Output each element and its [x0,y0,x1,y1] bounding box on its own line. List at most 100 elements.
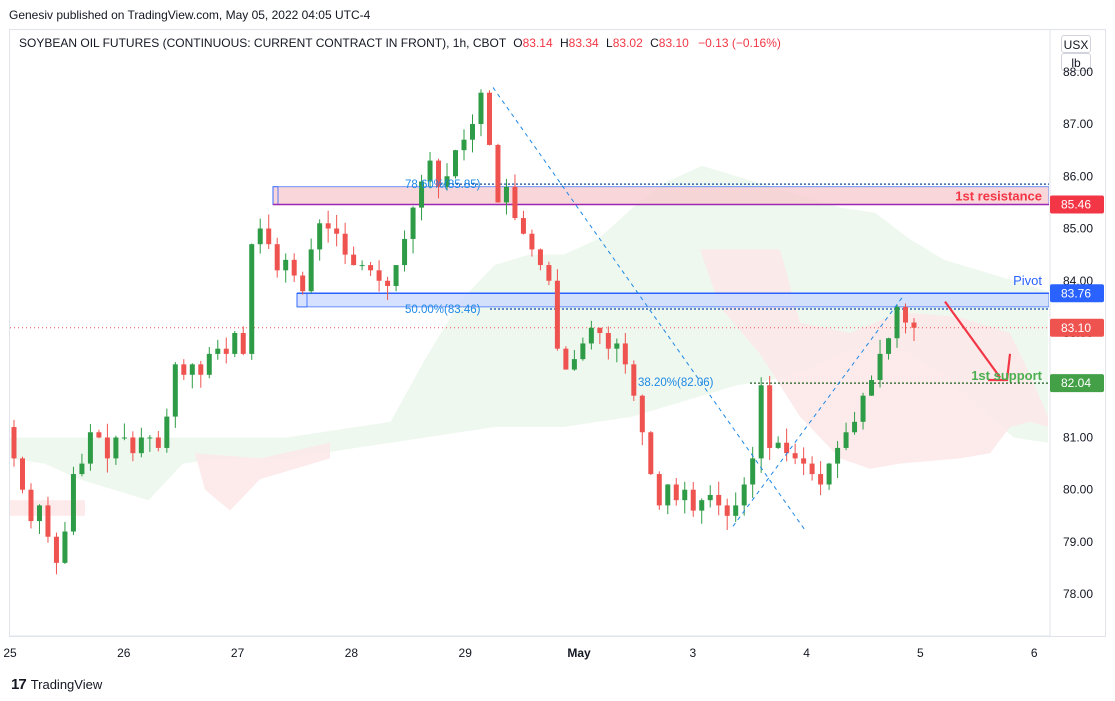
candle-body [444,176,450,187]
candle-body [138,437,144,454]
candle-body [223,348,229,354]
support-price-tag-text: 82.04 [1061,376,1091,390]
candle-body [911,322,917,328]
candle-body [741,484,747,506]
resistance-price-tag [1050,195,1104,214]
resistance-zone [272,186,1049,205]
candle-body [665,484,671,506]
tradingview-logo[interactable]: 17 TradingView [11,676,102,693]
candle-body [436,160,442,187]
candle-body [801,458,807,464]
candle-body [325,223,331,229]
candle-body [818,474,824,485]
time-tick-label: May [567,646,591,660]
candle-body [334,228,340,234]
candle-body [461,139,467,151]
support-label: 1st support [971,368,1042,383]
candle-body [317,223,323,250]
candle-body [512,186,518,219]
time-tick-label: 29 [459,646,473,660]
support-price-tag [1050,374,1104,393]
price-tick-label: 79.00 [1063,535,1093,549]
candle-body [699,500,705,511]
candle-body [571,359,577,370]
low-label: L [606,36,613,50]
candle-body [724,505,730,516]
candle-body [826,463,832,485]
candle-body [283,259,289,271]
candle-body [419,181,425,208]
currency-button[interactable]: USX [1061,35,1091,53]
candle-body [45,505,51,537]
open-value: 83.14 [522,36,553,50]
pivot-label: Pivot [1013,273,1042,288]
candle-body [597,327,603,333]
candle-body [291,259,297,276]
symbol-title: SOYBEAN OIL FUTURES (CONTINUOUS: CURRENT… [19,36,506,50]
price-tick-label: 85.00 [1063,222,1093,236]
unit-button[interactable]: lb [1061,53,1091,71]
candle-body [215,348,221,354]
candle-body [758,385,764,459]
candle-body [529,233,535,250]
candle-body [376,270,382,281]
candle-body [359,265,365,267]
resistance-price-tag-text: 85.46 [1061,197,1091,211]
candle-body [580,343,586,360]
price-tick-label: 80.00 [1063,483,1093,497]
candle-body [639,395,645,433]
candle-body [28,489,34,522]
candle-body [614,343,620,349]
candle-body [690,489,696,511]
candle-body [402,238,408,266]
candle-body [121,437,127,439]
price-tick-label: 81.00 [1063,430,1093,444]
candle-body [877,353,883,381]
price-tick-label: 88.00 [1063,65,1093,79]
candle-body [393,265,399,286]
fib-786-label: 78.60%(85.85) [405,179,481,191]
candle-body [503,186,509,203]
tradingview-logo-text: TradingView [30,677,103,692]
candle-body [835,447,841,464]
fib-500-label: 50.00%(83.46) [405,304,481,316]
candle-body [809,463,815,475]
time-tick-label: 27 [231,646,245,660]
candle-body [860,395,866,422]
price-tick-label: 84.00 [1063,274,1093,288]
change-value: −0.13 (−0.16%) [698,36,781,50]
candle-body [410,207,416,239]
candle-body [96,432,102,438]
candle-body [36,505,42,522]
price-tick-label: 86.00 [1063,169,1093,183]
price-tick-label: 87.00 [1063,117,1093,131]
time-tick-label: 6 [1031,646,1038,660]
candle-body [716,494,722,506]
close-value: 83.10 [658,36,689,50]
candle-body [682,489,688,501]
candle-body [537,249,543,266]
time-tick-label: 3 [689,646,696,660]
candle-body [87,432,93,464]
open-label: O [513,36,523,50]
candle-body [843,432,849,448]
candle-body [605,333,611,349]
candle-body [453,150,459,177]
candle-body [631,364,637,396]
time-tick-label: 26 [117,646,131,660]
chart-header: SOYBEAN OIL FUTURES (CONTINUOUS: CURRENT… [19,36,781,50]
candle-body [733,505,739,516]
price-tick-label: 78.00 [1063,587,1093,601]
candle-body [469,124,475,140]
candle-body [342,233,348,255]
candle-body [249,244,255,354]
ichimoku-cloud-red-left [195,442,330,511]
candle-body [53,536,59,563]
candle-body [308,249,314,292]
candle-body [707,494,713,501]
candle-body [351,254,357,266]
candle-body [869,380,875,396]
high-value: 83.34 [568,36,599,50]
plot-area: 78.60%(85.85) 50.00%(83.46) 38.20%(82.06) 1… [10,87,1049,575]
